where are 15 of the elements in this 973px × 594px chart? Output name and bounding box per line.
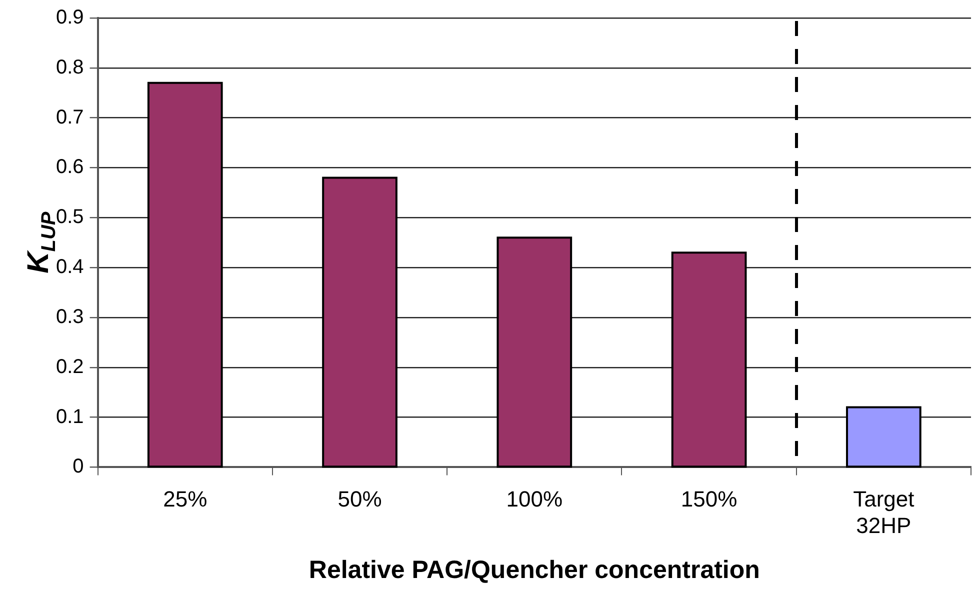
y-tick-label: 0.3: [56, 306, 84, 328]
y-tick-label: 0.2: [56, 356, 84, 378]
y-tick-label: 0.6: [56, 156, 84, 178]
y-tick-label: 0.1: [56, 406, 84, 428]
x-tick-label: 150%: [680, 486, 738, 512]
y-tick-label: 0.8: [56, 56, 84, 78]
y-tick-label: 0.7: [56, 106, 84, 128]
y-tick-label: 0.9: [56, 6, 84, 29]
y-tick-label: 0: [72, 456, 84, 478]
x-axis-title: Relative PAG/Quencher concentration: [308, 556, 760, 584]
x-tick-label: 100%: [506, 486, 563, 512]
x-tick-label: 25%: [163, 486, 208, 512]
x-tick-label: 50%: [338, 486, 382, 512]
x-tick-label: Target 32HP: [853, 486, 914, 538]
y-tick-label: 0.5: [56, 206, 84, 228]
